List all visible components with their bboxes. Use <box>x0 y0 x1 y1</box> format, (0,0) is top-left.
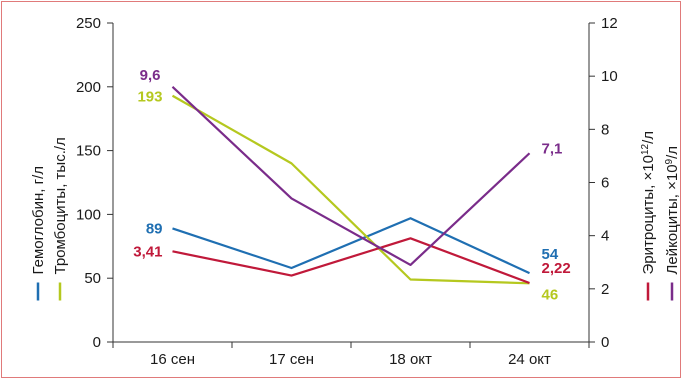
data-label: 193 <box>137 89 162 106</box>
axis-title-text: Тромбоциты, тыс./л <box>52 137 69 274</box>
right-tick-label: 8 <box>601 121 609 138</box>
axis-title-text: Лейкоциты, ×109/л <box>664 146 681 275</box>
x-tick-label: 24 окт <box>508 351 551 368</box>
data-label: 46 <box>542 286 559 303</box>
data-labels: 89 54 193 46 3,41 2,22 9,6 7,1 <box>133 67 570 304</box>
left-axis-ticks: 0 50 100 150 200 250 <box>76 15 113 351</box>
x-tick-label: 18 окт <box>389 351 432 368</box>
series-line <box>171 94 530 285</box>
right-axis-title-leukocytes: Лейкоциты, ×109/л <box>664 146 681 301</box>
right-axis-title-erythrocytes: Эритроциты, ×1012/л <box>640 131 657 301</box>
right-tick-label: 10 <box>601 68 618 85</box>
series-lines <box>171 85 531 285</box>
right-tick-label: 4 <box>601 228 609 245</box>
left-tick-label: 150 <box>76 143 101 160</box>
left-tick-label: 50 <box>84 270 101 287</box>
axis-title-part: Лейкоциты, ×10 <box>664 164 681 274</box>
axis-title-text: Гемоглобин, г/л <box>30 166 47 275</box>
left-axis-title-hemoglobin: Гемоглобин, г/л <box>30 166 47 301</box>
x-tick-label: 16 сен <box>150 351 195 368</box>
data-label: 9,6 <box>140 67 161 84</box>
axis-title-text: Эритроциты, ×1012/л <box>640 131 657 275</box>
right-axis-ticks: 0 2 4 6 8 10 12 <box>589 15 618 351</box>
axis-title-part: /л <box>664 146 681 159</box>
data-label: 2,22 <box>542 260 571 277</box>
data-label: 89 <box>146 220 163 237</box>
data-label: 54 <box>542 246 559 263</box>
left-tick-label: 200 <box>76 79 101 96</box>
axis-title-superscript: 9 <box>664 158 675 164</box>
axis-title-part: Эритроциты, ×10 <box>640 155 657 274</box>
left-tick-label: 250 <box>76 15 101 32</box>
left-axis-title-platelets: Тромбоциты, тыс./л <box>52 137 69 301</box>
series-line <box>172 217 530 275</box>
left-tick-label: 0 <box>93 334 101 351</box>
axis-title-part: Тромбоциты, тыс./л <box>52 137 69 274</box>
series-line <box>172 237 530 285</box>
right-tick-label: 0 <box>601 334 609 351</box>
axis-title-part: Гемоглобин, г/л <box>30 166 47 275</box>
data-label: 3,41 <box>133 243 162 260</box>
right-tick-label: 12 <box>601 15 618 32</box>
axes <box>112 23 590 343</box>
axis-title-superscript: 12 <box>640 143 651 155</box>
x-tick-label: 17 сен <box>269 351 314 368</box>
data-label: 7,1 <box>542 140 563 157</box>
x-axis-ticks: 16 сен 17 сен 18 окт 24 окт <box>112 342 590 368</box>
right-tick-label: 6 <box>601 175 609 192</box>
left-axis-titles: Гемоглобин, г/л Тромбоциты, тыс./л <box>30 137 69 301</box>
series-line <box>171 85 531 267</box>
axis-title-part: /л <box>640 131 657 144</box>
left-tick-label: 100 <box>76 206 101 223</box>
right-tick-label: 2 <box>601 281 609 298</box>
